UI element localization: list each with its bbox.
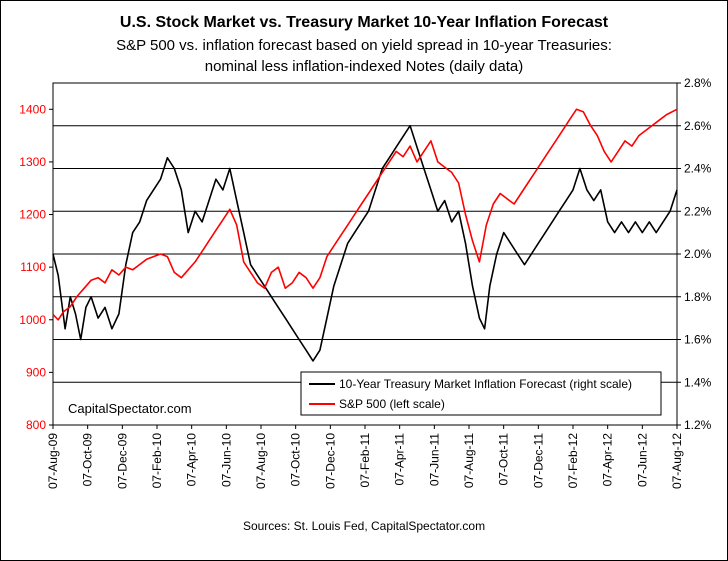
legend: 10-Year Treasury Market Inflation Foreca… bbox=[300, 371, 662, 416]
right-tick-label-3: 1.8% bbox=[684, 290, 712, 304]
left-tick-label-1: 900 bbox=[26, 365, 46, 379]
series-line-sp500 bbox=[52, 108, 678, 321]
x-tick-label-1: 07-Oct-09 bbox=[81, 433, 95, 487]
right-tick-label-5: 2.2% bbox=[684, 204, 712, 218]
x-tick-label-11: 07-Jun-11 bbox=[427, 433, 441, 486]
x-tick-label-15: 07-Feb-12 bbox=[566, 433, 580, 489]
left-tick-label-6: 1400 bbox=[19, 102, 46, 116]
left-tick-label-2: 1000 bbox=[19, 313, 46, 327]
left-tick-label-0: 800 bbox=[26, 418, 46, 432]
x-tick-label-4: 07-Apr-10 bbox=[185, 433, 199, 487]
x-tick-label-0: 07-Aug-09 bbox=[46, 433, 60, 489]
right-tick-label-7: 2.6% bbox=[684, 119, 712, 133]
x-tick-label-17: 07-Jun-12 bbox=[635, 433, 649, 487]
left-tick-label-3: 1100 bbox=[20, 260, 46, 274]
watermark: CapitalSpectator.com bbox=[68, 401, 192, 416]
legend-box bbox=[300, 371, 662, 416]
right-tick-label-0: 1.2% bbox=[684, 418, 712, 432]
chart-title: U.S. Stock Market vs. Treasury Market 10… bbox=[120, 14, 609, 31]
series-line-inflation-forecast bbox=[52, 124, 678, 362]
x-tick-label-18: 07-Aug-12 bbox=[670, 433, 684, 489]
x-tick-label-10: 07-Apr-11 bbox=[393, 433, 407, 486]
x-tick-label-5: 07-Jun-10 bbox=[219, 433, 233, 487]
right-tick-label-4: 2.0% bbox=[684, 247, 712, 261]
right-tick-label-2: 1.6% bbox=[684, 333, 712, 347]
left-tick-label-5: 1300 bbox=[19, 155, 46, 169]
x-tick-label-12: 07-Aug-11 bbox=[462, 433, 476, 488]
x-tick-label-14: 07-Dec-11 bbox=[531, 433, 545, 488]
chart-subtitle-line-2: nominal less inflation-indexed Notes (da… bbox=[205, 58, 524, 75]
right-tick-label-6: 2.4% bbox=[684, 162, 712, 176]
x-tick-label-7: 07-Oct-10 bbox=[289, 433, 303, 487]
x-tick-label-9: 07-Feb-11 bbox=[358, 433, 372, 488]
x-tick-label-16: 07-Apr-12 bbox=[601, 433, 615, 487]
x-tick-label-8: 07-Dec-10 bbox=[323, 433, 337, 489]
right-tick-label-1: 1.4% bbox=[684, 375, 712, 389]
left-tick-label-4: 1200 bbox=[19, 208, 46, 222]
legend-label-sp500: S&P 500 (left scale) bbox=[339, 397, 445, 411]
x-tick-label-3: 07-Feb-10 bbox=[150, 433, 164, 489]
x-tick-label-6: 07-Aug-10 bbox=[254, 433, 268, 489]
source-note: Sources: St. Louis Fed, CapitalSpectator… bbox=[243, 519, 485, 533]
legend-label-inflation: 10-Year Treasury Market Inflation Foreca… bbox=[339, 377, 632, 391]
x-tick-label-13: 07-Oct-11 bbox=[497, 433, 511, 486]
chart-subtitle-line-1: S&P 500 vs. inflation forecast based on … bbox=[116, 37, 612, 54]
right-tick-label-8: 2.8% bbox=[684, 76, 712, 90]
x-tick-label-2: 07-Dec-09 bbox=[115, 433, 129, 489]
